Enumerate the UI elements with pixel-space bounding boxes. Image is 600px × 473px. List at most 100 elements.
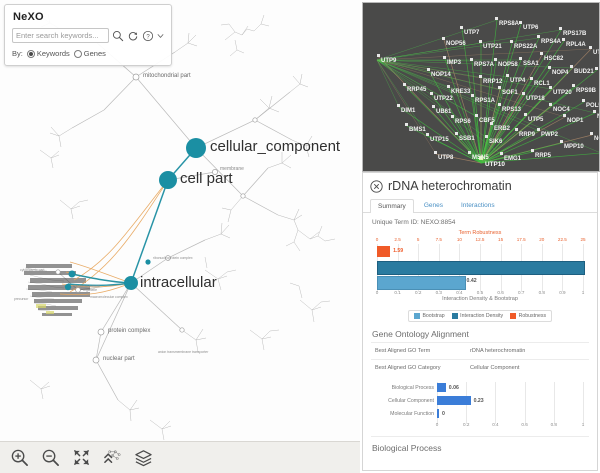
tree-label-precursor: precursor bbox=[14, 297, 29, 301]
go-term-row: Best Aligned GO Term rDNA heterochromati… bbox=[371, 342, 589, 359]
svg-text:?: ? bbox=[146, 34, 150, 40]
legend-item[interactable]: Interaction Density bbox=[451, 313, 503, 319]
gene-interaction-network[interactable]: UTP9 UTP7 RPS8A UTP6 RPS17B NOP56 UTP21 RPS22A R… bbox=[362, 2, 600, 172]
chart-axis-label-interaction: Interaction Density & Bootstrap bbox=[442, 296, 518, 302]
ontology-tree-graph bbox=[24, 13, 336, 441]
svg-text:UTP22: UTP22 bbox=[434, 96, 453, 102]
svg-text:SSB1: SSB1 bbox=[459, 136, 475, 142]
legend-item[interactable]: Bootstrap bbox=[413, 313, 445, 319]
tree-node-intracellular bbox=[124, 276, 138, 290]
svg-text:HSC82: HSC82 bbox=[544, 56, 564, 62]
svg-text:UTP4: UTP4 bbox=[510, 78, 526, 84]
radio-genes-label: Genes bbox=[83, 49, 106, 58]
info-tabs[interactable]: Summary Genes Interactions bbox=[363, 195, 597, 213]
svg-text:SOF1: SOF1 bbox=[502, 90, 518, 96]
search-input[interactable] bbox=[12, 28, 109, 43]
ontology-tree-view[interactable]: cellular_component cell part intracellul… bbox=[0, 0, 360, 473]
zoom-out-icon[interactable] bbox=[41, 448, 60, 467]
svg-text:EMG1: EMG1 bbox=[504, 156, 522, 162]
term-info-panel[interactable]: rDNA heterochromatin Summary Genes Inter… bbox=[362, 172, 598, 471]
tree-label-ribonucleoprotein-complex: ribonucleoprotein complex bbox=[153, 256, 193, 260]
svg-text:UTP7: UTP7 bbox=[464, 30, 480, 36]
svg-text:DIM1: DIM1 bbox=[401, 108, 416, 114]
gene-network-nodes bbox=[377, 17, 598, 160]
go-term-value: rDNA heterochromatin bbox=[470, 348, 526, 354]
bar-go-0 bbox=[437, 383, 446, 392]
axis-tick-label: 10 bbox=[456, 237, 462, 242]
tab-genes[interactable]: Genes bbox=[423, 202, 443, 209]
axis-tick-label: 12.5 bbox=[475, 237, 485, 242]
svg-text:RPS7A: RPS7A bbox=[474, 62, 495, 68]
axis-tick-label: 0.1 bbox=[394, 290, 401, 295]
axis-tick-label: 0.2 bbox=[414, 290, 422, 295]
tree-label-cell-part: cell part bbox=[180, 170, 233, 187]
axis-tick-label: 7.5 bbox=[435, 237, 442, 242]
zoom-in-icon[interactable] bbox=[10, 448, 29, 467]
bar-value: 0 bbox=[442, 411, 445, 417]
svg-text:UTP13: UTP13 bbox=[593, 50, 599, 56]
gene-ontology-section-title: Gene Ontology Alignment bbox=[372, 329, 469, 339]
svg-text:UB61: UB61 bbox=[436, 109, 452, 115]
svg-text:IMP3: IMP3 bbox=[447, 60, 462, 66]
gene-network-edges bbox=[376, 19, 599, 164]
collapse-icon[interactable] bbox=[103, 448, 122, 467]
svg-text:UTP8: UTP8 bbox=[438, 155, 454, 161]
legend-item[interactable]: Robustness bbox=[510, 313, 546, 319]
go-term-key: Best Aligned GO Term bbox=[375, 348, 431, 354]
layers-icon[interactable] bbox=[134, 448, 153, 467]
svg-text:NOP56: NOP56 bbox=[446, 41, 466, 47]
go-category-value: Cellular Component bbox=[470, 365, 520, 371]
svg-text:PWP2: PWP2 bbox=[541, 132, 559, 138]
svg-text:RRP9: RRP9 bbox=[519, 132, 536, 138]
axis-tick-label: 15 bbox=[498, 237, 504, 242]
svg-text:UTP21: UTP21 bbox=[483, 44, 502, 50]
axis-tick-label: 20 bbox=[539, 237, 545, 242]
svg-text:RCL1: RCL1 bbox=[534, 81, 550, 87]
svg-text:RPS13: RPS13 bbox=[502, 107, 522, 113]
search-panel[interactable]: NeXO ? By: Keywor bbox=[4, 4, 172, 66]
tree-label-mitochondrial-part: mitochondrial part bbox=[143, 73, 191, 79]
refresh-icon[interactable] bbox=[127, 30, 139, 42]
category-label: Cellular Component bbox=[388, 397, 434, 404]
svg-text:SIK6: SIK6 bbox=[489, 139, 503, 145]
grid-line bbox=[553, 382, 555, 424]
svg-text:RRP12: RRP12 bbox=[483, 79, 503, 85]
svg-text:NOP6: NOP6 bbox=[594, 136, 599, 142]
bar-value: 0.06 bbox=[448, 385, 459, 391]
search-by-keywords[interactable]: Keywords bbox=[26, 49, 70, 58]
search-by-label: By: bbox=[12, 49, 23, 58]
svg-text:UTP5: UTP5 bbox=[528, 117, 544, 123]
legend-label: Robustness bbox=[518, 313, 547, 319]
search-by-genes[interactable]: Genes bbox=[73, 49, 106, 58]
category-label: Biological Process bbox=[391, 384, 434, 391]
tree-label-nuclear-part: nuclear part bbox=[103, 356, 135, 362]
axis-tick-label: 2.5 bbox=[394, 237, 401, 242]
svg-text:RPS22A: RPS22A bbox=[514, 44, 538, 50]
svg-text:RPS8A: RPS8A bbox=[499, 21, 520, 27]
axis-tick-label: 1 bbox=[581, 290, 585, 295]
search-icon[interactable] bbox=[112, 30, 124, 42]
axis-tick-label: 0.8 bbox=[538, 290, 545, 295]
info-panel-header: rDNA heterochromatin bbox=[363, 173, 597, 195]
help-icon[interactable]: ? bbox=[142, 30, 154, 42]
tree-label-intracellular: intracellular bbox=[140, 274, 217, 291]
legend-swatch bbox=[413, 313, 420, 319]
radio-keywords-icon[interactable] bbox=[26, 49, 35, 58]
chevron-down-icon[interactable] bbox=[157, 30, 164, 42]
axis-tick-label: 0.3 bbox=[435, 290, 442, 295]
tree-label-membrane: membrane bbox=[220, 166, 244, 172]
legend-swatch bbox=[451, 313, 458, 319]
radio-genes-icon[interactable] bbox=[73, 49, 82, 58]
tab-interactions[interactable]: Interactions bbox=[460, 202, 495, 209]
tab-summary[interactable]: Summary bbox=[370, 199, 414, 213]
bar-go-1 bbox=[437, 396, 471, 405]
bar-value: 1.59 bbox=[393, 248, 404, 254]
svg-text:UTP6: UTP6 bbox=[523, 25, 539, 31]
svg-text:BUD21: BUD21 bbox=[574, 69, 594, 75]
chart-legend: Bootstrap Interaction Density Robustness bbox=[371, 310, 589, 322]
close-circle-icon[interactable] bbox=[370, 179, 383, 193]
fit-to-screen-icon[interactable] bbox=[72, 448, 91, 467]
view-toolbar[interactable] bbox=[0, 441, 360, 473]
